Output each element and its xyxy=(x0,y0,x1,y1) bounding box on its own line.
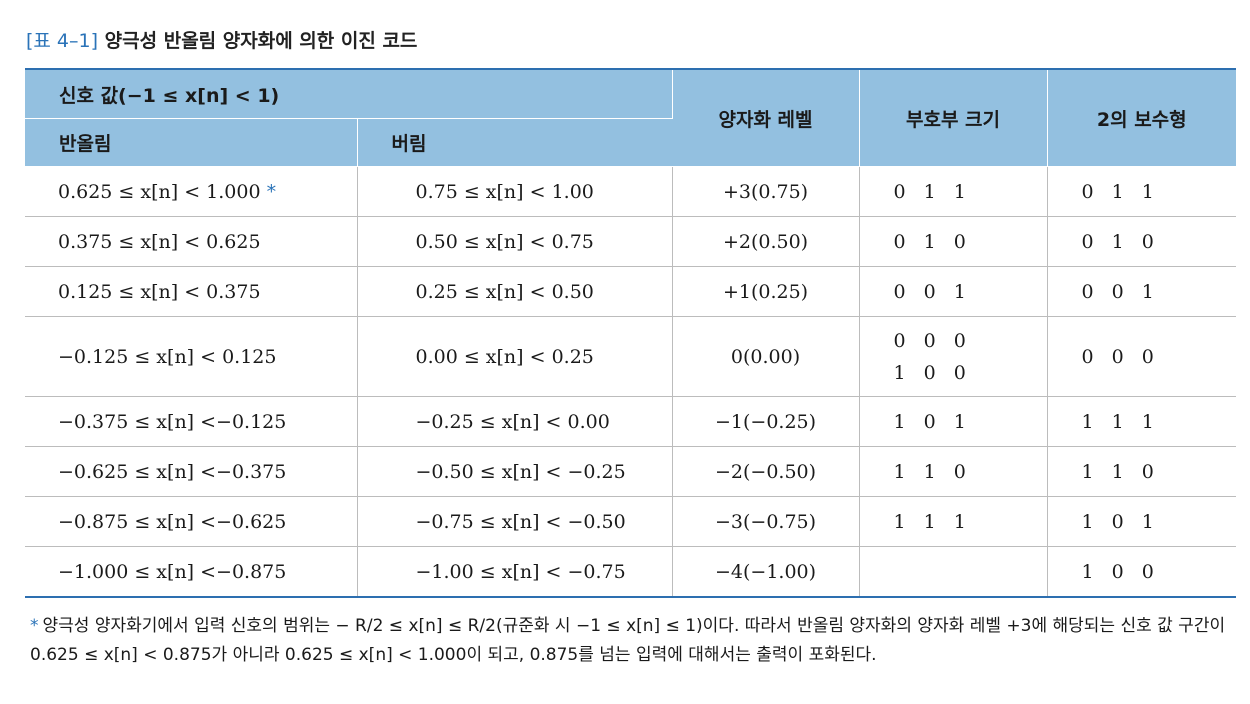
sign-magnitude-cell: 1 1 0 xyxy=(859,446,1048,497)
sign-magnitude-cell: 0 0 0 1 0 0 xyxy=(859,316,1048,397)
binary-code-table: 신호 값(−1 ≤ x[n] < 1) 양자화 레벨 부호부 크기 2의 보수형… xyxy=(25,68,1237,598)
truncation-range-cell: −1.00 ≤ x[n] < −0.75 xyxy=(357,546,673,598)
footnote-marker: * xyxy=(266,180,277,203)
twos-complement-cell: 1 0 0 xyxy=(1047,546,1237,598)
quantization-level-cell: −3(−0.75) xyxy=(672,496,860,547)
table-row: −0.375 ≤ x[n] <−0.125 −0.25 ≤ x[n] < 0.0… xyxy=(25,396,1237,447)
truncation-range-cell: −0.25 ≤ x[n] < 0.00 xyxy=(357,396,673,447)
table-caption: [표 4–1] 양극성 반올림 양자화에 의한 이진 코드 xyxy=(26,26,417,53)
sign-magnitude-cell: 0 1 0 xyxy=(859,216,1048,267)
footnote-text: 양극성 양자화기에서 입력 신호의 범위는 − R/2 ≤ x[n] ≤ R/2… xyxy=(30,616,1226,665)
twos-complement-cell: 0 1 0 xyxy=(1047,216,1237,267)
twos-complement-cell: 1 0 1 xyxy=(1047,496,1237,547)
table-row: 0.375 ≤ x[n] < 0.625 0.50 ≤ x[n] < 0.75 … xyxy=(25,216,1237,267)
rounding-range-cell: −0.625 ≤ x[n] <−0.375 xyxy=(25,446,358,497)
sign-magnitude-cell: 0 0 1 xyxy=(859,266,1048,317)
quantization-level-cell: −4(−1.00) xyxy=(672,546,860,598)
header-sign-magnitude: 부호부 크기 xyxy=(859,68,1048,167)
header-rounding: 반올림 xyxy=(25,118,358,167)
table-row: 0.125 ≤ x[n] < 0.375 0.25 ≤ x[n] < 0.50 … xyxy=(25,266,1237,317)
table-row: −0.875 ≤ x[n] <−0.625 −0.75 ≤ x[n] < −0.… xyxy=(25,496,1237,547)
truncation-range-cell: −0.75 ≤ x[n] < −0.50 xyxy=(357,496,673,547)
header-truncation: 버림 xyxy=(357,118,673,167)
header-quantization-level: 양자화 레벨 xyxy=(672,68,860,167)
twos-complement-cell: 0 0 1 xyxy=(1047,266,1237,317)
table-title: 양극성 반올림 양자화에 의한 이진 코드 xyxy=(104,30,418,52)
rounding-range-cell: −0.375 ≤ x[n] <−0.125 xyxy=(25,396,358,447)
truncation-range-cell: 0.25 ≤ x[n] < 0.50 xyxy=(357,266,673,317)
table-row: −1.000 ≤ x[n] <−0.875 −1.00 ≤ x[n] < −0.… xyxy=(25,546,1237,598)
table-row: −0.125 ≤ x[n] < 0.125 0.00 ≤ x[n] < 0.25… xyxy=(25,316,1237,397)
quantization-level-cell: 0(0.00) xyxy=(672,316,860,397)
quantization-level-cell: +1(0.25) xyxy=(672,266,860,317)
footnote-marker: * xyxy=(30,616,39,636)
truncation-range-cell: 0.50 ≤ x[n] < 0.75 xyxy=(357,216,673,267)
sign-magnitude-cell: 1 1 1 xyxy=(859,496,1048,547)
twos-complement-cell: 1 1 1 xyxy=(1047,396,1237,447)
rounding-range-cell: 0.125 ≤ x[n] < 0.375 xyxy=(25,266,358,317)
rounding-range-cell: −0.125 ≤ x[n] < 0.125 xyxy=(25,316,358,397)
sign-magnitude-cell: 0 1 1 xyxy=(859,166,1048,217)
truncation-range-cell: 0.75 ≤ x[n] < 1.00 xyxy=(357,166,673,217)
sign-magnitude-cell xyxy=(859,546,1048,598)
quantization-level-cell: −2(−0.50) xyxy=(672,446,860,497)
table-row: −0.625 ≤ x[n] <−0.375 −0.50 ≤ x[n] < −0.… xyxy=(25,446,1237,497)
twos-complement-cell: 0 1 1 xyxy=(1047,166,1237,217)
header-twos-complement: 2의 보수형 xyxy=(1047,68,1237,167)
twos-complement-cell: 0 0 0 xyxy=(1047,316,1237,397)
sign-magnitude-negative-zero: 1 0 0 xyxy=(893,361,972,384)
table-number: [표 4–1] xyxy=(26,30,99,52)
rounding-range-cell: −1.000 ≤ x[n] <−0.875 xyxy=(25,546,358,598)
truncation-range-cell: −0.50 ≤ x[n] < −0.25 xyxy=(357,446,673,497)
rounding-range-cell: 0.625 ≤ x[n] < 1.000 * xyxy=(25,166,358,217)
sign-magnitude-cell: 1 0 1 xyxy=(859,396,1048,447)
header-signal-value: 신호 값(−1 ≤ x[n] < 1) xyxy=(25,68,673,119)
quantization-level-cell: −1(−0.25) xyxy=(672,396,860,447)
table-row: 0.625 ≤ x[n] < 1.000 * 0.75 ≤ x[n] < 1.0… xyxy=(25,166,1237,217)
footnote: * 양극성 양자화기에서 입력 신호의 범위는 − R/2 ≤ x[n] ≤ R/… xyxy=(30,612,1240,670)
quantization-level-cell: +2(0.50) xyxy=(672,216,860,267)
twos-complement-cell: 1 1 0 xyxy=(1047,446,1237,497)
quantization-level-cell: +3(0.75) xyxy=(672,166,860,217)
truncation-range-cell: 0.00 ≤ x[n] < 0.25 xyxy=(357,316,673,397)
sign-magnitude-positive-zero: 0 0 0 xyxy=(893,329,972,352)
rounding-range-cell: −0.875 ≤ x[n] <−0.625 xyxy=(25,496,358,547)
rounding-range-cell: 0.375 ≤ x[n] < 0.625 xyxy=(25,216,358,267)
